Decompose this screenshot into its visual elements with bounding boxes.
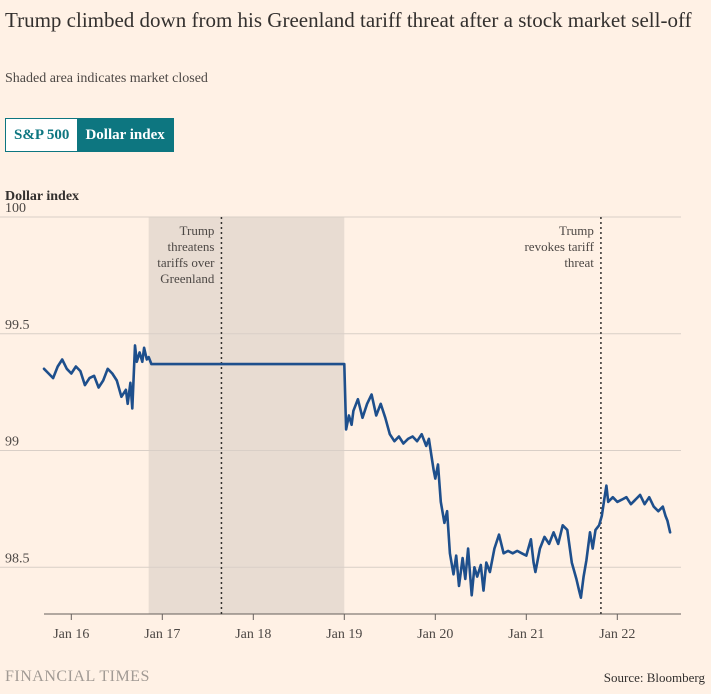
series-toggle: S&P 500 Dollar index <box>5 118 174 152</box>
x-tick-label: Jan 19 <box>326 627 362 642</box>
y-tick-label: 98.5 <box>5 551 30 566</box>
y-axis-title: Dollar index <box>5 189 80 204</box>
y-tick-label: 100 <box>5 201 26 216</box>
x-tick-label: Jan 20 <box>417 627 453 642</box>
market-closed-shade <box>148 217 345 614</box>
x-tick-label: Jan 18 <box>235 627 271 642</box>
source-note: Source: Bloomberg <box>603 670 705 685</box>
toggle-sp500-button[interactable]: S&P 500 <box>6 119 78 151</box>
event-annotation-text: tariffs over <box>157 255 215 270</box>
dollar-index-series-line <box>42 344 672 599</box>
event-annotation-text: Trump <box>559 223 594 238</box>
x-tick-label: Jan 21 <box>508 627 544 642</box>
x-tick-label: Jan 22 <box>599 627 635 642</box>
y-tick-label: 99 <box>5 435 19 450</box>
event-annotation-text: threatens <box>168 239 215 254</box>
chart-title: Trump climbed down from his Greenland ta… <box>5 8 692 32</box>
chart-subtitle: Shaded area indicates market closed <box>5 71 208 86</box>
toggle-dollar-index-button[interactable]: Dollar index <box>77 119 173 151</box>
event-annotation-text: revokes tariff <box>524 239 594 254</box>
event-annotation-text: Greenland <box>160 271 215 286</box>
ft-logo: FINANCIAL TIMES <box>5 668 150 685</box>
event-annotation-text: threat <box>564 255 594 270</box>
x-tick-label: Jan 17 <box>144 627 180 642</box>
y-tick-label: 99.5 <box>5 318 30 333</box>
event-annotation-text: Trump <box>180 223 215 238</box>
x-tick-label: Jan 16 <box>53 627 89 642</box>
